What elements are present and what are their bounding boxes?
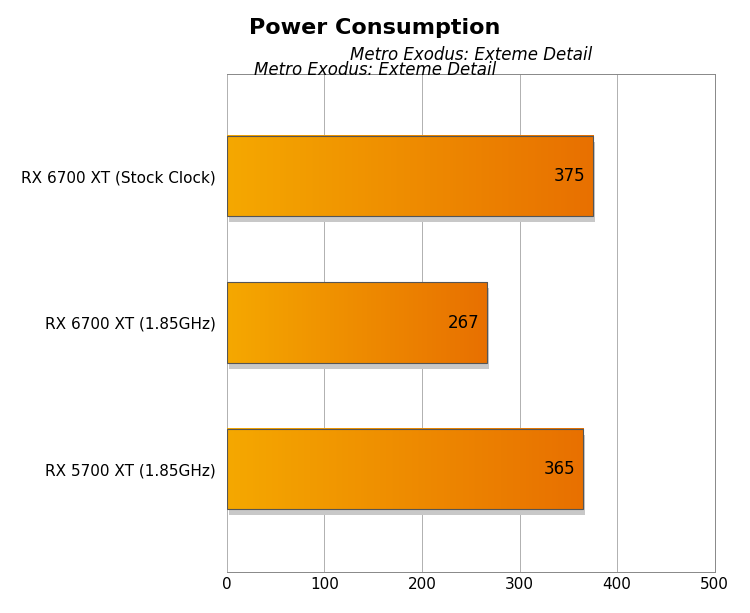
Bar (229, 288, 489, 369)
Bar (226, 428, 583, 509)
Text: Power Consumption: Power Consumption (249, 18, 501, 39)
Text: 375: 375 (554, 167, 585, 185)
Text: Metro Exodus: Exteme Detail: Metro Exodus: Exteme Detail (350, 45, 592, 64)
Bar (226, 283, 488, 363)
Bar (226, 136, 592, 216)
Text: Metro Exodus: Exteme Detail: Metro Exodus: Exteme Detail (254, 61, 496, 79)
Bar (229, 142, 595, 223)
Text: 365: 365 (544, 460, 575, 478)
Bar (229, 435, 585, 515)
Text: 267: 267 (448, 314, 479, 332)
